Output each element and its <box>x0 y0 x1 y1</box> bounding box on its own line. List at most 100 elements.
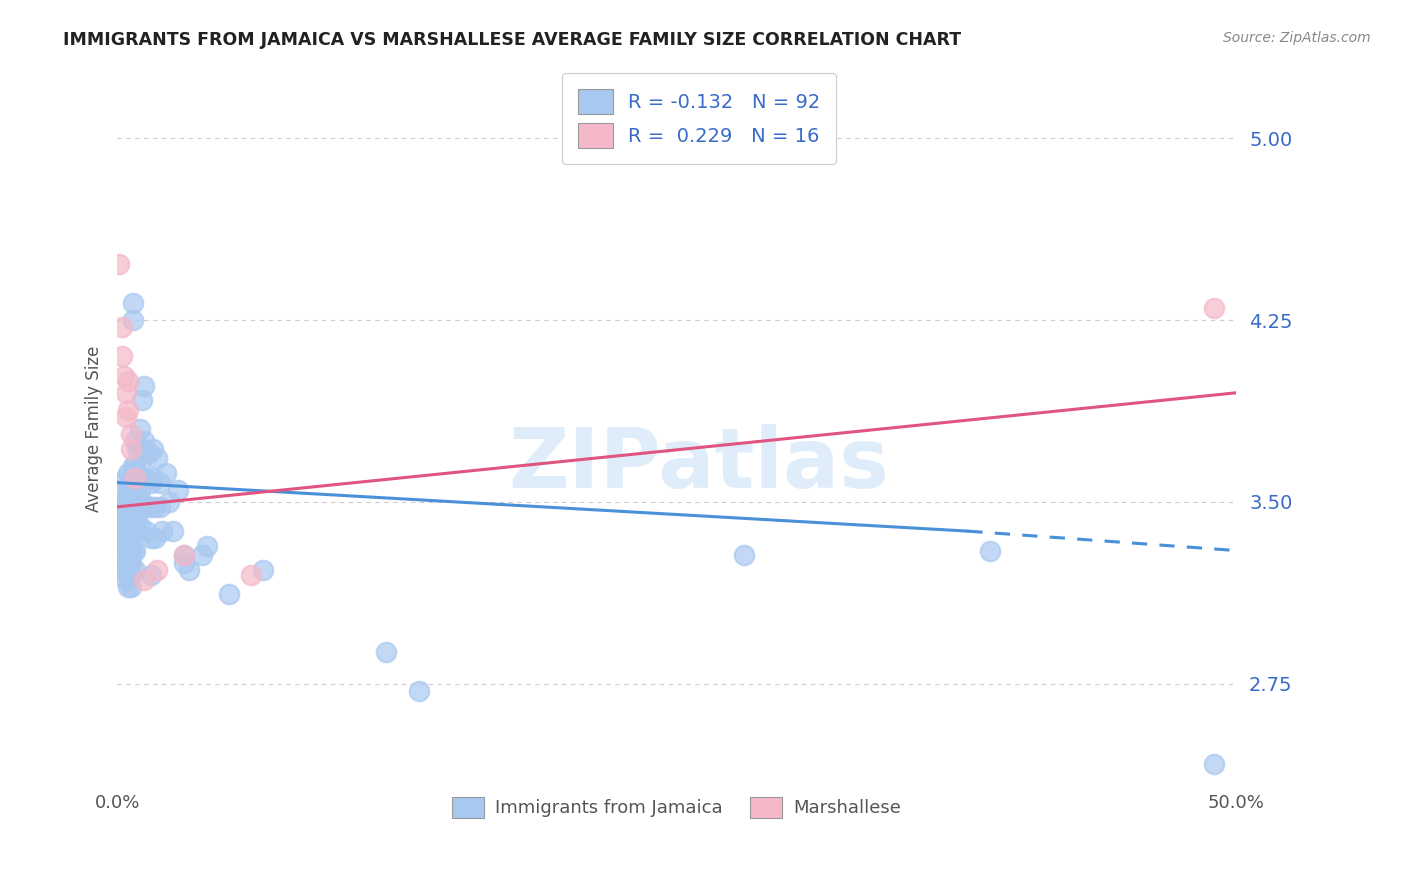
Point <box>120 532 142 546</box>
Point <box>121 313 143 327</box>
Point <box>120 524 142 538</box>
Point <box>128 483 150 497</box>
Point <box>127 524 149 538</box>
Point <box>128 458 150 473</box>
Point <box>117 532 139 546</box>
Point <box>177 563 200 577</box>
Point <box>173 549 195 563</box>
Point <box>115 532 138 546</box>
Point <box>115 410 138 425</box>
Point <box>127 490 149 504</box>
Point <box>112 543 135 558</box>
Point <box>115 556 138 570</box>
Point <box>146 563 169 577</box>
Point <box>124 434 146 449</box>
Point <box>139 475 162 490</box>
Point <box>115 515 138 529</box>
Text: IMMIGRANTS FROM JAMAICA VS MARSHALLESE AVERAGE FAMILY SIZE CORRELATION CHART: IMMIGRANTS FROM JAMAICA VS MARSHALLESE A… <box>63 31 962 49</box>
Point <box>112 507 135 521</box>
Point <box>127 471 149 485</box>
Point <box>124 543 146 558</box>
Point <box>121 507 143 521</box>
Point <box>115 563 138 577</box>
Point <box>173 549 195 563</box>
Point <box>142 442 165 456</box>
Point <box>111 483 134 497</box>
Point <box>117 466 139 480</box>
Point <box>132 378 155 392</box>
Point <box>128 422 150 436</box>
Point <box>112 368 135 383</box>
Point <box>117 580 139 594</box>
Point <box>128 500 150 514</box>
Point <box>115 543 138 558</box>
Point <box>733 549 755 563</box>
Point <box>115 524 138 538</box>
Point <box>124 471 146 485</box>
Point <box>115 573 138 587</box>
Point <box>139 567 162 582</box>
Point <box>191 549 214 563</box>
Point <box>117 374 139 388</box>
Point <box>139 532 162 546</box>
Point <box>135 500 157 514</box>
Point <box>127 507 149 521</box>
Point <box>108 257 131 271</box>
Point <box>1202 301 1225 315</box>
Point <box>120 442 142 456</box>
Point <box>120 567 142 582</box>
Point <box>124 475 146 490</box>
Point <box>128 519 150 533</box>
Point <box>149 500 172 514</box>
Point <box>111 524 134 538</box>
Point <box>195 539 218 553</box>
Point <box>117 543 139 558</box>
Point <box>115 500 138 514</box>
Point <box>162 524 184 538</box>
Point <box>131 471 153 485</box>
Point <box>124 519 146 533</box>
Point <box>120 515 142 529</box>
Point <box>131 442 153 456</box>
Point <box>149 475 172 490</box>
Point <box>155 466 177 480</box>
Point <box>115 471 138 485</box>
Point <box>120 556 142 570</box>
Point <box>120 490 142 504</box>
Point <box>124 495 146 509</box>
Point <box>117 507 139 521</box>
Point <box>117 519 139 533</box>
Point <box>117 567 139 582</box>
Point <box>115 385 138 400</box>
Point <box>108 515 131 529</box>
Point <box>121 524 143 538</box>
Point <box>142 471 165 485</box>
Point <box>121 296 143 310</box>
Point <box>111 532 134 546</box>
Point <box>135 524 157 538</box>
Text: Source: ZipAtlas.com: Source: ZipAtlas.com <box>1223 31 1371 45</box>
Point <box>132 434 155 449</box>
Point <box>131 495 153 509</box>
Point <box>121 483 143 497</box>
Point <box>146 451 169 466</box>
Point <box>112 556 135 570</box>
Point <box>120 475 142 490</box>
Point <box>121 495 143 509</box>
Point <box>112 519 135 533</box>
Point <box>117 495 139 509</box>
Point <box>111 350 134 364</box>
Point <box>124 563 146 577</box>
Point <box>166 483 188 497</box>
Y-axis label: Average Family Size: Average Family Size <box>86 346 103 512</box>
Point <box>252 563 274 577</box>
Point <box>120 580 142 594</box>
Point <box>157 495 180 509</box>
Point <box>120 427 142 442</box>
Point <box>131 393 153 408</box>
Text: ZIPatlas: ZIPatlas <box>509 424 890 505</box>
Point <box>117 556 139 570</box>
Point <box>173 556 195 570</box>
Point <box>121 543 143 558</box>
Point <box>218 587 240 601</box>
